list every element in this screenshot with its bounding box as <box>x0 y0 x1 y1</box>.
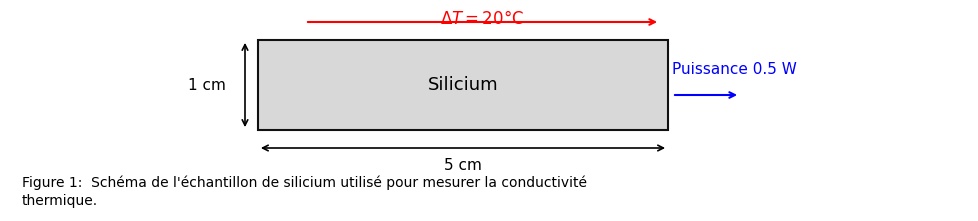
Text: 5 cm: 5 cm <box>444 158 481 173</box>
Text: Puissance 0.5 W: Puissance 0.5 W <box>671 62 796 77</box>
Bar <box>258 40 667 130</box>
Text: 1 cm: 1 cm <box>188 78 226 93</box>
Text: Silicium: Silicium <box>427 76 498 94</box>
Text: $\Delta T = 20°\mathrm{C}$: $\Delta T = 20°\mathrm{C}$ <box>439 10 523 28</box>
Text: Figure 1:  Schéma de l'échantillon de silicium utilisé pour mesurer la conductiv: Figure 1: Schéma de l'échantillon de sil… <box>22 175 587 208</box>
